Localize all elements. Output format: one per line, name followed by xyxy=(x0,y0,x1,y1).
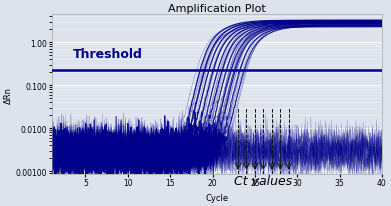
Title: Amplification Plot: Amplification Plot xyxy=(168,4,265,14)
Text: Threshold: Threshold xyxy=(73,48,143,61)
Text: Ct values: Ct values xyxy=(234,174,292,187)
X-axis label: Cycle: Cycle xyxy=(205,193,228,202)
Y-axis label: ΔRn: ΔRn xyxy=(4,86,13,103)
